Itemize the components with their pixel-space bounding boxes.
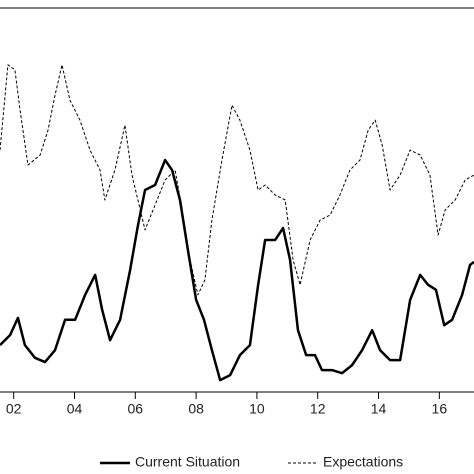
- x-tick-label: 06: [128, 401, 144, 417]
- x-tick-label: 12: [310, 401, 326, 417]
- x-tick-label: 16: [432, 401, 448, 417]
- x-tick-label: 14: [371, 401, 387, 417]
- series-line: [0, 64, 474, 296]
- x-tick-label: 04: [67, 401, 83, 417]
- legend-label: Current Situation: [135, 454, 240, 470]
- x-tick-label: 10: [249, 401, 265, 417]
- legend-label: Expectations: [323, 454, 403, 470]
- x-tick-label: 02: [6, 401, 22, 417]
- x-tick-label: 08: [188, 401, 204, 417]
- series-line: [0, 158, 474, 382]
